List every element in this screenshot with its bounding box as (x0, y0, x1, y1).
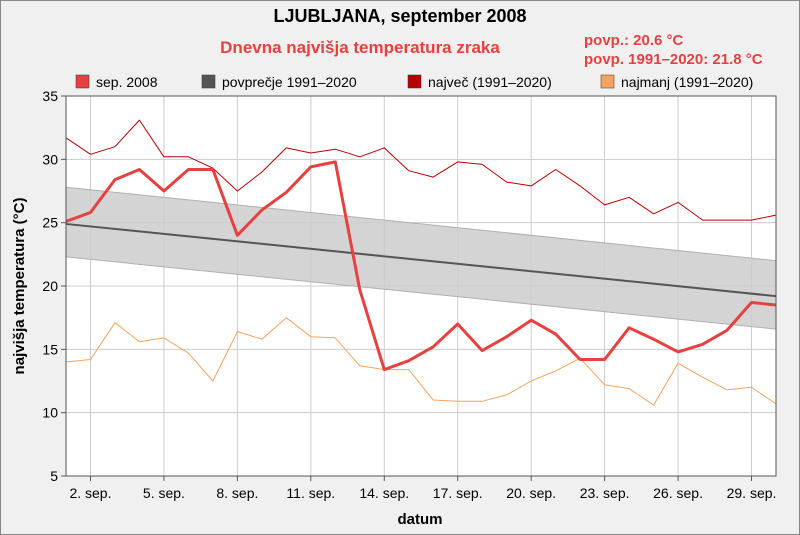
chart-title: LJUBLJANA, september 2008 (273, 6, 526, 26)
x-tick-label: 20. sep. (506, 485, 556, 501)
y-tick-label: 30 (42, 151, 58, 167)
chart-subtitle: Dnevna najvišja temperatura zraka (220, 38, 500, 57)
x-axis-label: datum (398, 511, 443, 528)
y-tick-label: 35 (42, 88, 58, 104)
legend-label: največ (1991–2020) (428, 74, 552, 90)
series-line-4 (65, 160, 777, 372)
y-tick-label: 25 (42, 215, 58, 231)
y-tick-label: 20 (42, 278, 58, 294)
x-tick-label: 8. sep. (216, 485, 258, 501)
band-lower-edge (65, 256, 777, 330)
legend-label: sep. 2008 (96, 74, 158, 90)
x-tick-label: 23. sep. (580, 485, 630, 501)
series-line-3 (65, 222, 777, 298)
x-tick-label: 5. sep. (143, 485, 185, 501)
std-band (66, 187, 776, 330)
series-line-2 (65, 119, 777, 221)
y-tick-label: 5 (50, 468, 58, 484)
x-tick-label: 11. sep. (286, 485, 335, 501)
legend: sep. 2008 povprečje 1991–2020 največ (1991… (75, 74, 753, 90)
x-tick-label: 2. sep. (69, 485, 111, 501)
y-axis-label: najvišja temperatura (°C) (11, 198, 28, 375)
x-tick-label: 14. sep. (359, 485, 409, 501)
legend-swatch (407, 74, 422, 89)
series-layer (65, 119, 777, 406)
series-line-1 (65, 317, 777, 406)
legend-label: najmanj (1991–2020) (621, 74, 753, 90)
y-axis: 5 10 15 20 25 30 35 (42, 88, 66, 484)
band-upper-edge (65, 186, 777, 262)
legend-swatch (201, 74, 216, 89)
band-layer (65, 186, 777, 330)
x-tick-label: 26. sep. (653, 485, 703, 501)
x-tick-label: 29. sep. (727, 485, 777, 501)
mean-stat: povp.: 20.6 °C (584, 32, 684, 49)
y-tick-label: 15 (42, 341, 58, 357)
x-axis: 2. sep. 5. sep. 8. sep. 11. sep. 14. sep. 17.… (69, 476, 776, 501)
legend-label: povprečje 1991–2020 (222, 74, 357, 90)
legend-swatch (75, 74, 90, 89)
normal-stat: povp. 1991–2020: 21.8 °C (584, 51, 763, 68)
y-tick-label: 10 (42, 405, 58, 421)
x-tick-label: 17. sep. (433, 485, 483, 501)
legend-swatch (600, 74, 615, 89)
